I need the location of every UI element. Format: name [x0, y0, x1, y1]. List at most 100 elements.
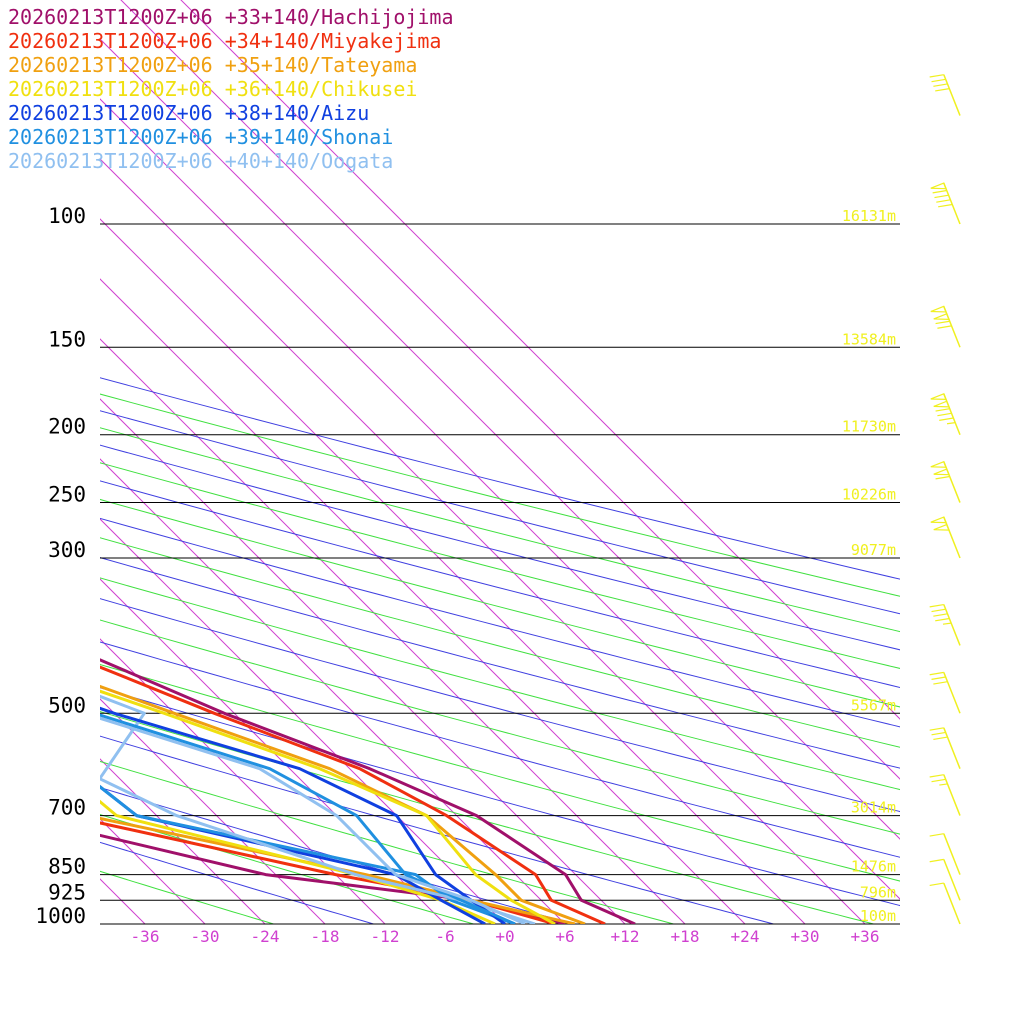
height-label: 10226m	[842, 486, 896, 504]
dry-adiabat-line	[100, 870, 276, 924]
legend-entry: 20260213T1200Z+06 +34+140/Miyakejima	[8, 29, 441, 53]
temperature-line	[100, 689, 556, 924]
wind-barb	[930, 393, 961, 435]
height-label: 796m	[860, 883, 896, 901]
temperature-tick-label: -12	[371, 927, 400, 946]
isotherm-line	[100, 38, 900, 840]
temperature-tick-label: +6	[555, 927, 574, 946]
dry-adiabat-line	[100, 641, 900, 858]
wind-barb	[929, 882, 961, 925]
dry-adiabat-line	[100, 377, 900, 580]
dry-adiabat-line	[100, 410, 900, 615]
dry-adiabat-line	[100, 393, 900, 597]
height-label: 100m	[860, 907, 896, 925]
temperature-line	[100, 713, 516, 924]
isotherm-line	[100, 98, 900, 900]
pressure-label: 850	[48, 855, 86, 879]
pressure-grid	[100, 223, 900, 925]
legend: 20260213T1200Z+06 +33+140/Hachijojima202…	[8, 5, 454, 173]
dewpoint-line	[100, 694, 536, 924]
dry-adiabat-line	[100, 841, 376, 924]
temperature-tick-label: -36	[131, 927, 160, 946]
temperature-tick-label: +24	[731, 927, 760, 946]
pressure-label: 500	[48, 693, 86, 717]
temperature-line	[100, 665, 606, 924]
temperature-line	[100, 716, 526, 924]
dry-adiabat-line	[100, 814, 476, 924]
legend-entry: 20260213T1200Z+06 +38+140/Aizu	[8, 101, 369, 125]
legend-entry: 20260213T1200Z+06 +33+140/Hachijojima	[8, 5, 454, 29]
isotherm-line	[120, 0, 900, 780]
wind-barb	[929, 833, 961, 875]
isotherm-line	[100, 218, 806, 924]
legend-entry: 20260213T1200Z+06 +36+140/Chikusei	[8, 77, 417, 101]
wind-barb	[929, 671, 961, 714]
temperature-line	[100, 706, 506, 924]
wind-barb	[929, 74, 961, 116]
wind-barbs	[929, 74, 961, 925]
dry-adiabat-line	[100, 444, 900, 651]
temperature-tick-label: +36	[851, 927, 880, 946]
wind-barb	[929, 858, 961, 901]
temperature-axis-labels: -36 -30 -24 -18 -12 -6 +0 +6 +12 +18 +24 +30 +36	[131, 927, 880, 946]
height-label: 13584m	[842, 330, 896, 348]
temperature-tick-label: +12	[611, 927, 640, 946]
height-label: 3014m	[851, 799, 896, 817]
isotherm-line	[180, 0, 900, 720]
dry-adiabat-line	[100, 537, 900, 748]
pressure-label: 700	[48, 796, 86, 820]
temperature-tick-label: -30	[191, 927, 220, 946]
temperature-line	[100, 684, 586, 924]
temperature-tick-label: +30	[791, 927, 820, 946]
legend-entry: 20260213T1200Z+06 +40+140/Oogata	[8, 149, 393, 173]
isotherm-line	[100, 698, 326, 924]
isotherm-line	[100, 278, 746, 924]
wind-barb	[930, 460, 961, 503]
wind-barb	[929, 603, 961, 646]
isotherm-line	[100, 398, 626, 924]
dry-adiabat-line	[100, 557, 900, 769]
wind-barb	[930, 516, 961, 559]
pressure-label: 200	[48, 415, 86, 439]
pressure-label: 150	[48, 327, 86, 351]
pressure-label: 1000	[35, 904, 86, 928]
height-label: 1476m	[851, 858, 896, 876]
dry-adiabat-line	[100, 786, 576, 924]
dry-adiabat-line	[100, 427, 900, 633]
isotherm-line	[100, 578, 446, 924]
height-label: 11730m	[842, 418, 896, 436]
dry-adiabat-line	[100, 711, 876, 924]
pressure-label: 100	[48, 204, 86, 228]
dry-adiabat-line	[100, 619, 900, 835]
temperature-tick-label: -6	[435, 927, 454, 946]
wind-barb	[929, 727, 961, 769]
height-label: 9077m	[851, 541, 896, 559]
temperature-tick-label: +0	[495, 927, 514, 946]
height-label: 16131m	[842, 207, 896, 225]
dry-adiabat-line	[100, 577, 900, 791]
wind-barb	[930, 305, 961, 348]
isotherm-line	[100, 458, 566, 924]
temperature-lines	[100, 658, 636, 924]
dry-adiabat-line	[100, 664, 900, 882]
wind-barb	[930, 182, 961, 225]
temperature-line	[100, 658, 636, 924]
pressure-label: 300	[48, 538, 86, 562]
temperature-tick-label: +18	[671, 927, 700, 946]
dry-adiabat-line	[100, 598, 900, 813]
dry-adiabat-line	[100, 735, 776, 924]
height-label: 5567m	[851, 696, 896, 714]
legend-entry: 20260213T1200Z+06 +39+140/Shonai	[8, 125, 393, 149]
pressure-label: 250	[48, 483, 86, 507]
wind-barb	[929, 774, 961, 816]
temperature-tick-label: -18	[311, 927, 340, 946]
height-labels: 16131m 13584m 11730m 10226m 9077m 5567m 3014m 1…	[842, 207, 896, 925]
pressure-label: 925	[48, 880, 86, 904]
dry-adiabat-line	[100, 760, 676, 924]
temperature-tick-label: -24	[251, 927, 280, 946]
isotherm-line	[100, 158, 866, 924]
legend-entry: 20260213T1200Z+06 +35+140/Tateyama	[8, 53, 417, 77]
isotherm-line	[100, 638, 386, 924]
